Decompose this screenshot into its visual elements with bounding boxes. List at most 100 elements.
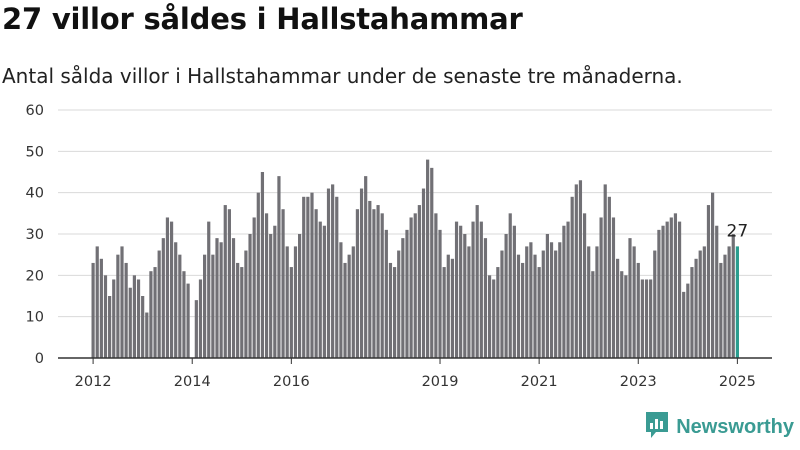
bar [640,279,644,358]
bar [339,242,343,358]
bar [603,184,607,358]
bar [397,250,401,358]
bar [372,209,376,358]
bar [289,267,293,358]
latest-value-label: 27 [727,221,749,241]
bar [355,209,360,358]
bar [331,184,335,358]
bar [562,225,566,358]
bar [252,217,256,358]
bar [240,267,244,358]
bar [359,188,364,358]
bar [632,246,636,358]
bar [694,258,698,358]
x-tick-label: 2019 [422,374,459,390]
bar [595,246,599,358]
y-tick-label: 10 [26,310,44,326]
bar [198,279,203,358]
bar [405,229,409,358]
bar [483,238,488,358]
bar [368,200,372,358]
bar [380,213,384,358]
bar [108,296,112,358]
bars [91,159,739,358]
bar [558,242,562,358]
bar [702,246,706,358]
bar [628,238,632,358]
bar [504,234,508,358]
bar [132,275,136,358]
bar [582,213,587,358]
bar [302,196,306,358]
bar [731,234,735,358]
bar [153,267,157,358]
bar [525,246,529,358]
bar [487,275,492,358]
bar [335,196,339,358]
bar [430,167,434,358]
bar [314,209,318,358]
bar [417,205,421,358]
bar [322,225,326,358]
bar [446,254,450,358]
newsworthy-brand[interactable]: Newsworthy [644,410,794,444]
bar [351,246,355,358]
bar [463,234,467,358]
bar [574,184,578,358]
bar [644,279,649,358]
bar [326,188,331,358]
bar [591,271,595,358]
bar [347,254,351,358]
bar [124,262,128,358]
x-tick-label: 2021 [521,374,558,390]
bar [273,225,277,358]
bar [215,238,219,358]
bar [343,262,347,358]
x-tick-label: 2012 [75,374,112,390]
bar [91,262,95,358]
bar [409,217,413,358]
bar [120,246,124,358]
bar [653,250,657,358]
bar [521,262,525,358]
bar [306,196,310,358]
bar [673,213,678,358]
bar [165,217,170,358]
bar [467,246,471,358]
bar [318,221,322,358]
bar [533,254,537,358]
bar [735,246,739,358]
bar [698,250,702,358]
bar [616,258,620,358]
y-tick-label: 30 [26,227,44,243]
bar [182,271,186,358]
bar [438,229,442,358]
bar [686,283,690,358]
bar [401,238,405,358]
bar [566,221,570,358]
bar [174,242,178,358]
bar [376,205,380,358]
bar [599,217,603,358]
bar [211,254,215,358]
x-axis: 2012 2014 2016 2019 2021 2023 2025 [58,357,772,390]
y-tick-label: 50 [26,144,44,160]
bar [285,246,289,358]
bar [136,279,141,358]
bar [475,205,479,358]
bar [256,192,260,358]
bar [587,246,591,358]
bar [203,254,207,358]
bar [450,258,455,358]
bar [669,217,673,358]
bar [549,242,554,358]
bar [298,234,302,358]
bar [537,267,541,358]
bar [492,279,496,358]
bar [508,213,512,358]
bar [611,217,616,358]
bar [384,229,388,358]
bar [269,234,273,358]
bar [690,267,694,358]
bar [116,254,120,358]
